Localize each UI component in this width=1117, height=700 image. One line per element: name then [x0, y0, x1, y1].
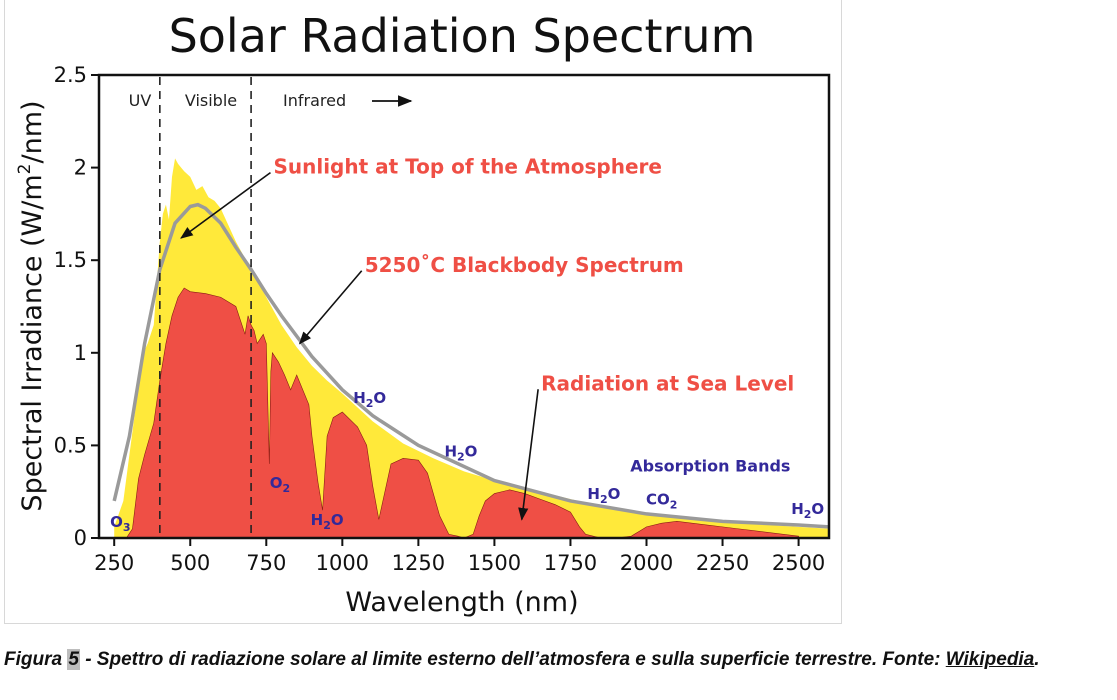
- absorption-label: CO2: [646, 491, 677, 512]
- absorption-label: H2O: [791, 500, 824, 521]
- y-axis-label-end: /nm): [17, 100, 48, 163]
- x-axis-label: Wavelength (nm): [345, 587, 578, 618]
- region-label-infrared: Infrared: [283, 91, 346, 110]
- series-blackbody-line: [112, 202, 830, 529]
- absorption-label: O3: [110, 513, 130, 534]
- y-tick-label: 1: [74, 341, 87, 365]
- caption-suffix: .: [1034, 649, 1040, 670]
- absorption-label: H2O: [353, 389, 386, 410]
- caption-source-link[interactable]: Wikipedia: [945, 649, 1035, 670]
- caption-prefix: Figura: [4, 649, 68, 670]
- x-tick-label: 1000: [316, 551, 369, 575]
- y-tick-label: 2: [74, 156, 87, 180]
- annotation-blackbody-arrow: [298, 270, 363, 345]
- annotation-blackbody-label: 5250˚C Blackbody Spectrum: [365, 253, 684, 277]
- y-tick-label: 1.5: [54, 248, 87, 272]
- x-tick-label: 2000: [620, 551, 673, 575]
- caption-number: 5: [67, 649, 80, 670]
- y-axis-label-sup: 2: [15, 163, 35, 174]
- chart-title: Solar Radiation Spectrum: [169, 9, 756, 63]
- y-tick-label: 0: [74, 526, 87, 550]
- annotation-sea-level-arrow: [518, 389, 539, 521]
- annotation-sunlight-arrow: [180, 171, 271, 239]
- x-tick-label: 500: [170, 551, 210, 575]
- absorption-bands-title: Absorption Bands: [630, 456, 790, 475]
- solar-spectrum-chart: Solar Radiation Spectrum 250 500 750 1000 12…: [15, 9, 831, 618]
- x-tick-label: 750: [246, 551, 286, 575]
- absorption-label: H2O: [444, 443, 477, 464]
- x-tick-label: 1250: [392, 551, 445, 575]
- absorption-label: O2: [270, 474, 290, 495]
- annotation-sea-level-label: Radiation at Sea Level: [541, 371, 794, 395]
- absorption-label: H2O: [587, 485, 620, 506]
- y-axis-label: Spectral Irradiance (W/m2/nm): [15, 100, 48, 511]
- x-tick-label: 250: [94, 551, 134, 575]
- plot-frame: [97, 73, 831, 540]
- region-label-visible: Visible: [185, 91, 237, 110]
- x-tick-label: 2250: [696, 551, 749, 575]
- x-tick-label: 1750: [544, 551, 597, 575]
- absorption-label: H2O: [311, 511, 344, 532]
- figure-caption: Figura 5 - Spettro di radiazione solare …: [4, 648, 1114, 672]
- annotation-sunlight-label: Sunlight at Top of the Atmosphere: [273, 155, 662, 179]
- y-tick-label: 2.5: [54, 63, 87, 87]
- caption-text: - Spettro di radiazione solare al limite…: [79, 649, 946, 670]
- series-sea-level-area: [125, 287, 799, 539]
- x-tick-label: 2500: [772, 551, 825, 575]
- region-label-uv: UV: [129, 91, 152, 110]
- y-axis-label-main: Spectral Irradiance (W/m: [17, 174, 48, 511]
- x-tick-label: 1500: [468, 551, 521, 575]
- y-tick-label: 0.5: [54, 433, 87, 457]
